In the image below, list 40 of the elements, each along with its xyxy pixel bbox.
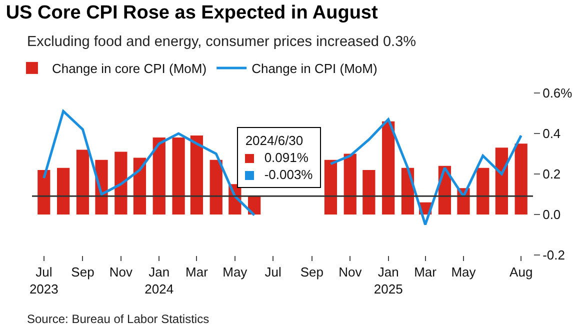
source-note: Source: Bureau of Labor Statistics <box>27 312 210 326</box>
legend-label: Change in CPI (MoM) <box>252 61 378 76</box>
bar <box>344 154 356 214</box>
x-tick-label: May <box>222 264 248 280</box>
annotation: 2024/6/30 0.091% -0.003% <box>245 133 313 182</box>
bar <box>495 148 508 214</box>
bar <box>114 152 128 214</box>
bar <box>382 121 395 214</box>
x-tick-label: Sep <box>71 264 94 280</box>
bar <box>190 136 204 214</box>
y-tick-label: 0.6% <box>542 86 573 101</box>
x-tick-label: Mar <box>186 264 209 280</box>
x-tick-label: Nov <box>338 264 362 280</box>
x-tick-label: Sep <box>300 264 324 280</box>
bar <box>57 168 70 214</box>
x-tick-label: Jan 2024 <box>144 264 174 296</box>
bar <box>38 170 50 214</box>
bar <box>210 160 222 214</box>
bar <box>76 150 90 214</box>
x-tick-label: Jul <box>264 264 282 280</box>
x-tick-label: Jan 2025 <box>374 264 403 296</box>
bar <box>514 144 528 214</box>
y-tick-label: 0.2 <box>542 166 561 182</box>
x-tick-label: Jul 2023 <box>29 264 58 296</box>
chart-subtitle: Excluding food and energy, consumer prices increased 0.3% <box>27 34 416 50</box>
x-tick-label: Aug <box>510 264 533 280</box>
y-tick-label: 0.0 <box>542 207 561 222</box>
bar <box>324 160 338 214</box>
y-tick-label: 0.4 <box>542 126 561 142</box>
bar <box>133 158 146 214</box>
y-tick-label: -0.2 <box>542 248 566 263</box>
bar <box>172 138 185 214</box>
bar <box>152 138 166 214</box>
legend-label: Change in core CPI (MoM) <box>52 61 207 76</box>
x-tick-label: Mar <box>414 264 438 280</box>
x-tick-label: Nov <box>109 264 133 280</box>
bar <box>476 168 490 214</box>
chart-title: US Core CPI Rose as Expected in August <box>6 2 378 24</box>
x-tick-label: May <box>451 264 476 280</box>
bar <box>362 170 376 214</box>
